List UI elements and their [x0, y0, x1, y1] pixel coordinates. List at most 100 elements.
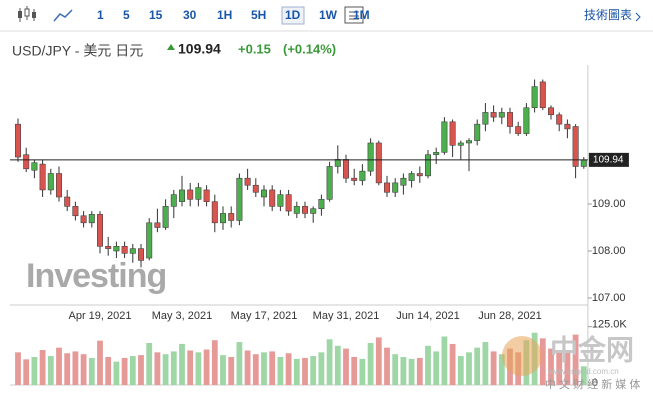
candle-body [375, 142, 382, 184]
volume-bar [47, 356, 54, 385]
candle-body [531, 86, 538, 109]
volume-bar [334, 345, 341, 385]
candle-body [334, 159, 341, 167]
candle-body [39, 163, 46, 191]
volume-bar [490, 351, 497, 385]
volume-bar [359, 358, 366, 385]
candle-body [80, 215, 87, 224]
candle-body [195, 187, 202, 200]
interval-button[interactable]: 1M [353, 8, 370, 22]
interval-button[interactable]: 15 [149, 8, 163, 22]
change: +0.15 [238, 41, 271, 56]
line-icon[interactable] [53, 9, 73, 22]
volume-bar [580, 366, 587, 385]
candle-body [105, 245, 112, 249]
volume-bar [572, 334, 579, 385]
candle-body [154, 222, 161, 228]
volume-bar [384, 347, 390, 385]
volume-bar [425, 345, 431, 385]
candle-body [392, 182, 399, 193]
interval-button[interactable]: 1D [285, 8, 301, 22]
candle-body [326, 166, 333, 200]
x-tick-label: Jun 28, 2021 [478, 310, 542, 322]
volume-bar [293, 358, 300, 385]
candle-body [465, 140, 472, 144]
volume-bar [105, 357, 112, 385]
candle-body [424, 154, 431, 177]
candle-body [547, 107, 554, 116]
candle-body [170, 194, 177, 207]
volume-bar [416, 357, 423, 385]
volume-bar [170, 351, 177, 385]
candle-body [457, 142, 464, 146]
candle-body [416, 173, 423, 177]
watermark-brand: Investing [26, 257, 166, 295]
interval-button[interactable]: 5H [251, 8, 266, 22]
interval-button[interactable]: 5 [123, 8, 130, 22]
price: 109.94 [178, 41, 221, 57]
candle-body [121, 245, 128, 254]
candle-body [113, 245, 120, 252]
candle-body [367, 142, 374, 172]
volume-bar [474, 347, 481, 385]
volume-bar [498, 354, 505, 385]
x-tick-label: Apr 19, 2021 [69, 310, 132, 322]
y-tick-label: 108.00 [592, 245, 626, 257]
candle-body [146, 222, 153, 259]
volume-bar [236, 342, 243, 385]
candle-body [179, 189, 186, 202]
volume-bar [154, 352, 161, 385]
candle-body [220, 213, 227, 224]
volume-tick-label: 0 [592, 377, 598, 389]
volume-bar [556, 350, 563, 385]
volume-bar [15, 352, 21, 385]
volume-bar [220, 355, 226, 385]
volume-bar [343, 348, 349, 385]
volume-bar [408, 358, 415, 385]
volume-bar [375, 337, 382, 385]
x-tick-label: Jun 14, 2021 [396, 310, 460, 322]
volume-bar [277, 357, 284, 385]
candle-body [490, 112, 497, 118]
volume-bar [367, 343, 374, 385]
interval-button[interactable]: 30 [183, 8, 197, 22]
candle-body [236, 177, 243, 221]
volume-bar [97, 340, 103, 385]
volume-bar [187, 350, 194, 385]
volume-bar [56, 347, 62, 385]
volume-bar [433, 351, 440, 385]
interval-button[interactable]: 1H [217, 8, 232, 22]
cngold-tagline: 中 文 财 经 新 媒 体 [545, 377, 640, 391]
candle-icon[interactable] [18, 6, 36, 22]
settings-icon[interactable] [344, 6, 364, 24]
tech-chart-menu[interactable]: 技術圖表 [584, 8, 632, 22]
volume-bar [195, 352, 202, 385]
volume-bar [318, 352, 325, 385]
candle-body [474, 123, 481, 141]
volume-bar [261, 352, 267, 385]
candle-body [23, 154, 30, 170]
candle-body [301, 206, 308, 214]
volume-bar [449, 343, 456, 385]
volume-bar [39, 350, 46, 385]
candle-body [47, 173, 54, 191]
candle-body [351, 177, 358, 181]
candle-body [523, 107, 530, 134]
volume-bar [302, 357, 308, 385]
volume-bar [203, 349, 210, 385]
candle-body [97, 214, 104, 247]
volume-bar [392, 354, 399, 385]
candle-body [31, 162, 38, 171]
candle-body [203, 189, 210, 202]
volume-bar [64, 353, 71, 385]
volume-bar [88, 357, 95, 385]
volume-bar [285, 353, 292, 385]
candle-body [244, 177, 251, 186]
candle-body [556, 114, 563, 125]
candle-body [162, 206, 169, 228]
interval-button[interactable]: 1 [97, 8, 104, 22]
volume-bar [466, 352, 472, 385]
candle-body [138, 248, 145, 261]
interval-button[interactable]: 1W [319, 8, 338, 22]
candle-body [318, 199, 325, 210]
